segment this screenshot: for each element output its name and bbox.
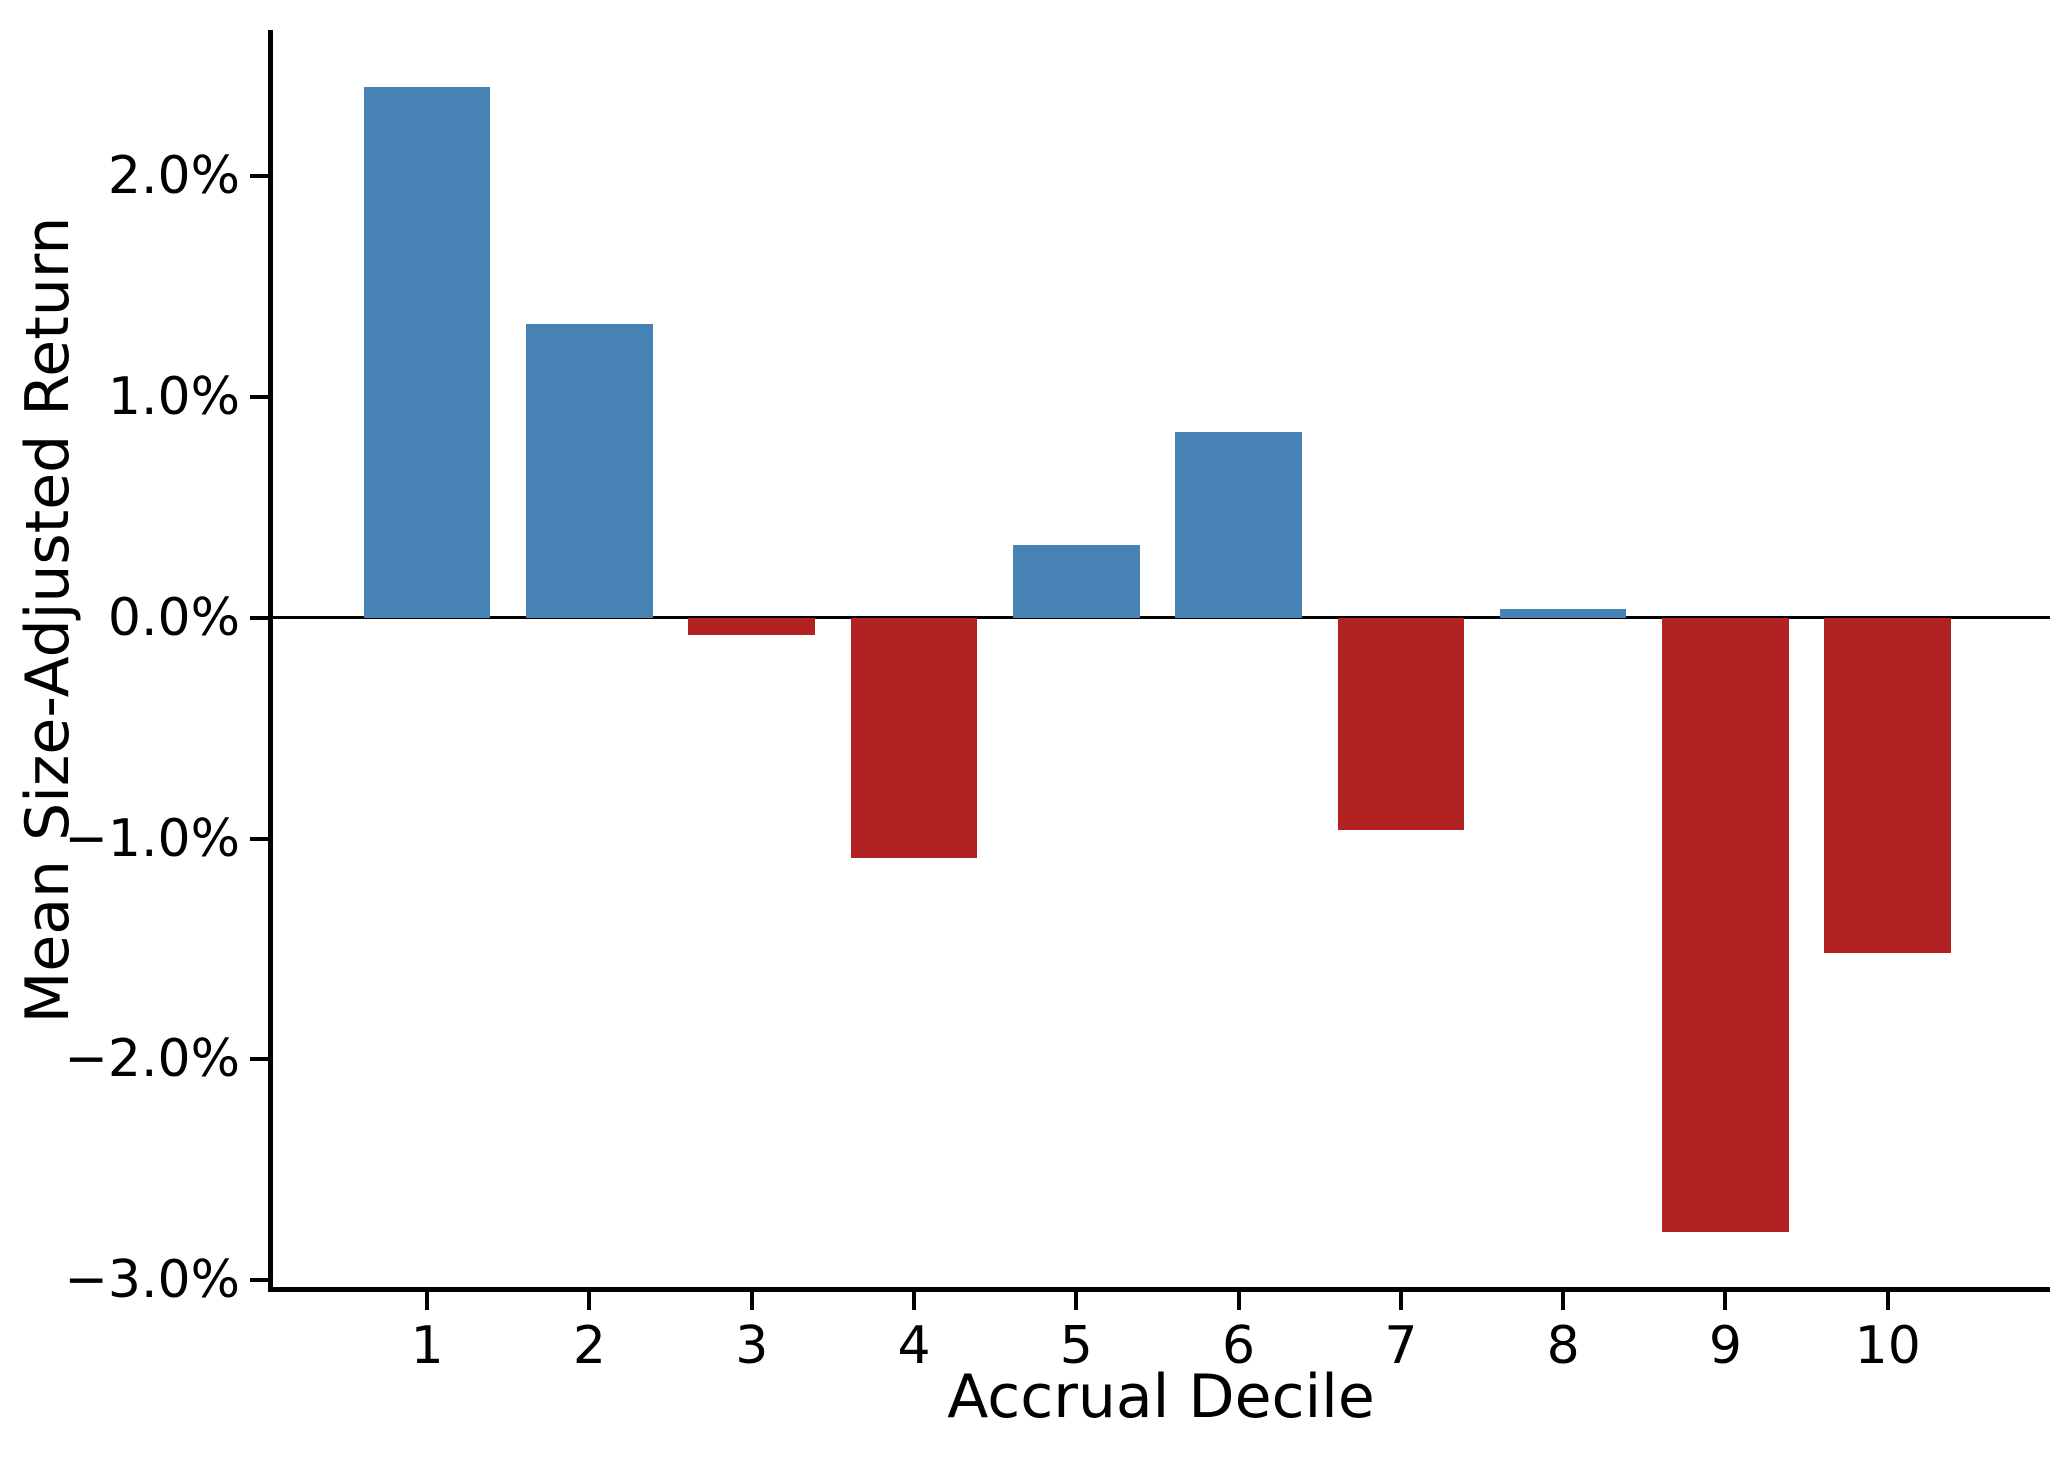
bar-decile-10 — [1824, 617, 1951, 954]
y-tick-mark — [250, 836, 268, 841]
bar-decile-5 — [1013, 544, 1140, 618]
y-tick-mark — [250, 1278, 268, 1283]
y-tick-label: −1.0% — [64, 808, 240, 869]
x-tick-mark — [749, 1292, 754, 1310]
x-tick-label-9: 9 — [1708, 1316, 1742, 1376]
x-tick-mark — [1561, 1292, 1566, 1310]
bar-decile-1 — [363, 87, 491, 618]
y-tick-label: −2.0% — [64, 1029, 240, 1090]
bar-decile-7 — [1337, 617, 1465, 830]
x-tick-label-3: 3 — [735, 1316, 769, 1376]
y-tick-label: 0.0% — [107, 587, 240, 648]
bar-decile-8 — [1499, 608, 1627, 618]
y-tick-label: 1.0% — [107, 366, 240, 427]
x-tick-mark — [425, 1292, 430, 1310]
y-tick-mark — [250, 615, 268, 620]
y-tick-mark — [250, 1057, 268, 1062]
x-tick-label-4: 4 — [897, 1316, 931, 1376]
x-tick-label-6: 6 — [1222, 1316, 1256, 1376]
bar-decile-2 — [526, 323, 653, 618]
x-tick-label-7: 7 — [1384, 1316, 1418, 1376]
x-tick-mark — [1074, 1292, 1079, 1310]
x-tick-mark — [587, 1292, 592, 1310]
bar-decile-6 — [1175, 432, 1302, 618]
y-tick-label: 2.0% — [107, 145, 240, 206]
y-tick-mark — [250, 394, 268, 399]
x-axis-title: Accrual Decile — [947, 1362, 1375, 1432]
x-tick-mark — [1236, 1292, 1241, 1310]
bar-decile-3 — [688, 617, 816, 636]
y-tick-mark — [250, 173, 268, 178]
x-tick-mark — [912, 1292, 917, 1310]
zero-line — [273, 616, 2050, 620]
x-tick-mark — [1723, 1292, 1728, 1310]
x-tick-mark — [1885, 1292, 1890, 1310]
y-tick-label: −3.0% — [64, 1250, 240, 1311]
x-tick-label-1: 1 — [410, 1316, 444, 1376]
y-axis-spine — [268, 30, 273, 1292]
x-tick-label-2: 2 — [572, 1316, 606, 1376]
x-tick-label-5: 5 — [1059, 1316, 1093, 1376]
x-axis-spine — [268, 1287, 2050, 1292]
x-tick-label-8: 8 — [1546, 1316, 1580, 1376]
x-tick-label-10: 10 — [1854, 1316, 1921, 1376]
x-tick-mark — [1398, 1292, 1403, 1310]
bar-decile-9 — [1662, 617, 1789, 1232]
bar-decile-4 — [850, 617, 978, 859]
